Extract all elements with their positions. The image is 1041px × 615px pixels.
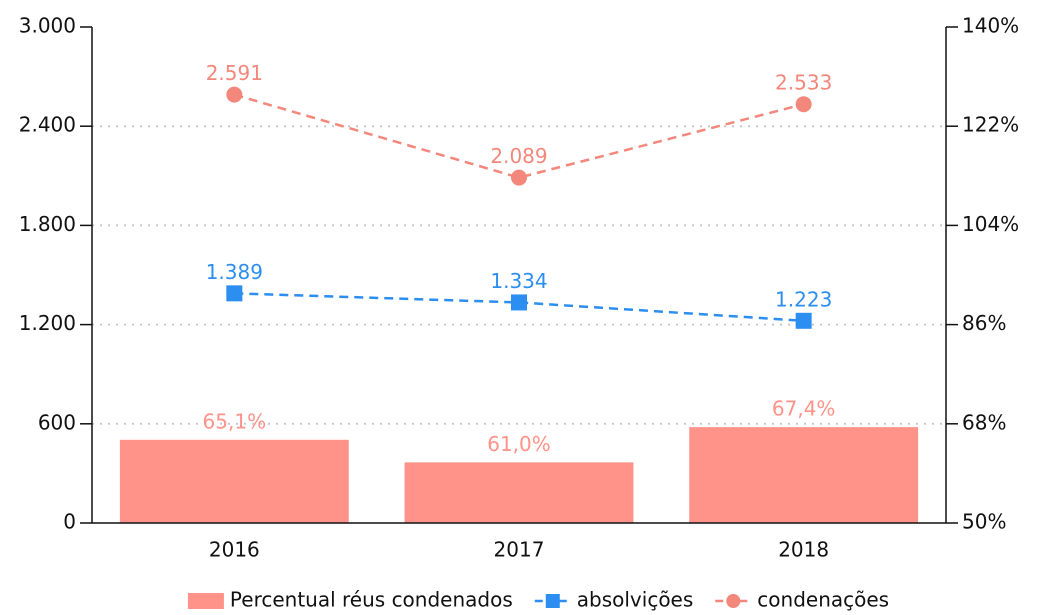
bar: [404, 462, 634, 523]
y-tick-label: 1.200: [19, 311, 76, 335]
y-tick-label: 2.400: [19, 113, 76, 137]
data-label: 1.389: [206, 260, 263, 284]
y-tick-label: 1.800: [19, 212, 76, 236]
data-label: 2.089: [490, 144, 547, 168]
legend-swatch: [187, 593, 224, 609]
data-label: 1.223: [775, 287, 832, 311]
y2-tick-label: 68%: [962, 410, 1006, 434]
x-tick-label: 2016: [209, 538, 260, 562]
bar: [689, 427, 919, 523]
data-label: 2.591: [206, 61, 263, 85]
legend: Percentual réus condenados absolvições con…: [187, 588, 889, 612]
y2-tick-label: 86%: [962, 311, 1006, 335]
data-label: 67,4%: [772, 397, 836, 421]
x-tick-label: 2017: [494, 538, 545, 562]
data-label: 65,1%: [203, 409, 267, 433]
y-tick-label: 600: [38, 410, 76, 434]
marker: [795, 312, 812, 329]
marker: [511, 169, 527, 186]
legend-label: condenações: [757, 588, 889, 612]
line: [233, 93, 804, 179]
marker: [511, 294, 527, 311]
data-label: 1.334: [490, 269, 547, 293]
legend-label: absolvições: [577, 588, 694, 612]
line: [234, 292, 804, 323]
y2-tick-label: 50%: [962, 510, 1006, 534]
y-tick-label: 0: [63, 510, 76, 534]
legend-marker: [726, 594, 741, 608]
legend-marker: [545, 594, 560, 608]
y2-tick-label: 122%: [962, 113, 1019, 137]
y2-tick-label: 140%: [962, 14, 1019, 38]
y-tick-label: 3.000: [19, 14, 76, 38]
marker: [226, 285, 243, 302]
marker: [226, 86, 243, 103]
y2-tick-label: 104%: [962, 212, 1019, 236]
bar: [119, 439, 349, 523]
marker: [795, 96, 812, 113]
legend-label: Percentual réus condenados: [230, 588, 513, 612]
x-tick-label: 2018: [778, 538, 829, 562]
data-label: 2.533: [775, 71, 832, 95]
data-label: 61,0%: [487, 432, 551, 456]
